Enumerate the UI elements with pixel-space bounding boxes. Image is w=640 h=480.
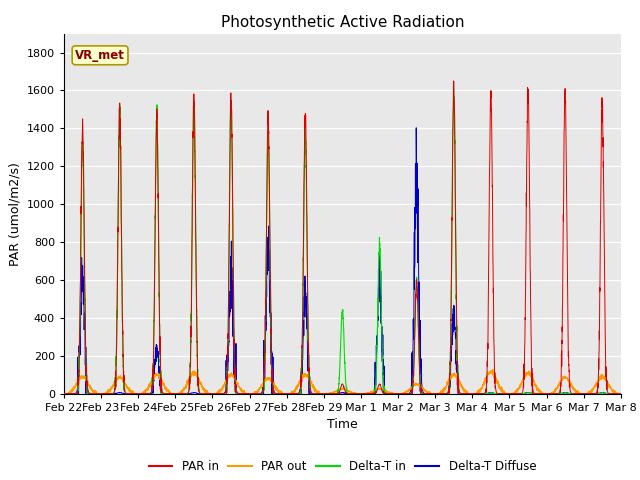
- Y-axis label: PAR (umol/m2/s): PAR (umol/m2/s): [8, 162, 21, 265]
- X-axis label: Time: Time: [327, 418, 358, 431]
- Title: Photosynthetic Active Radiation: Photosynthetic Active Radiation: [221, 15, 464, 30]
- Text: VR_met: VR_met: [75, 49, 125, 62]
- Legend: PAR in, PAR out, Delta-T in, Delta-T Diffuse: PAR in, PAR out, Delta-T in, Delta-T Dif…: [144, 455, 541, 478]
